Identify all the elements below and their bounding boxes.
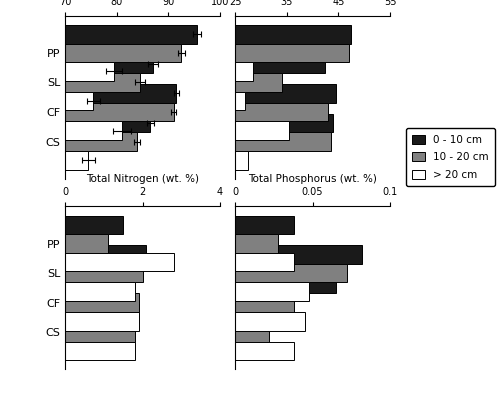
Bar <box>235 293 294 312</box>
Bar <box>65 25 197 44</box>
Bar <box>235 25 351 44</box>
Bar <box>235 234 279 253</box>
Bar <box>65 92 94 110</box>
Bar <box>65 114 150 132</box>
Bar <box>235 44 348 62</box>
Bar <box>65 44 181 62</box>
Title: Total Nitrogen (wt. %): Total Nitrogen (wt. %) <box>86 174 199 184</box>
Bar <box>65 323 135 342</box>
Bar <box>235 103 328 121</box>
Bar <box>65 55 153 73</box>
Bar <box>235 151 248 169</box>
Bar <box>235 84 336 103</box>
Bar <box>235 216 294 234</box>
Bar <box>65 121 122 140</box>
Bar <box>235 114 333 132</box>
Bar <box>65 73 140 92</box>
Bar <box>65 234 108 253</box>
Bar <box>65 342 135 360</box>
Bar <box>65 293 138 312</box>
Bar <box>235 275 336 293</box>
Bar <box>65 62 114 81</box>
Bar <box>65 216 123 234</box>
Bar <box>65 264 142 283</box>
Bar <box>235 132 330 151</box>
Bar <box>235 73 282 92</box>
Bar <box>65 304 138 323</box>
Bar <box>65 84 176 103</box>
Bar <box>235 245 362 264</box>
Bar <box>65 253 174 272</box>
Bar <box>235 323 269 342</box>
Bar <box>235 304 279 323</box>
Bar <box>65 283 135 301</box>
Bar <box>65 245 146 264</box>
Bar <box>235 264 346 283</box>
Bar <box>65 132 138 151</box>
Bar <box>65 312 138 331</box>
Bar <box>235 342 294 360</box>
Bar <box>235 283 310 301</box>
Bar <box>65 275 131 293</box>
Bar <box>235 253 294 272</box>
Bar <box>65 103 174 121</box>
Bar <box>235 121 289 140</box>
Bar <box>235 62 253 81</box>
Bar <box>235 312 305 331</box>
Bar <box>65 151 88 169</box>
Bar <box>235 92 246 110</box>
Bar <box>235 55 326 73</box>
Title: Total Phosphorus (wt. %): Total Phosphorus (wt. %) <box>248 174 377 184</box>
Legend: 0 - 10 cm, 10 - 20 cm, > 20 cm: 0 - 10 cm, 10 - 20 cm, > 20 cm <box>406 129 495 186</box>
